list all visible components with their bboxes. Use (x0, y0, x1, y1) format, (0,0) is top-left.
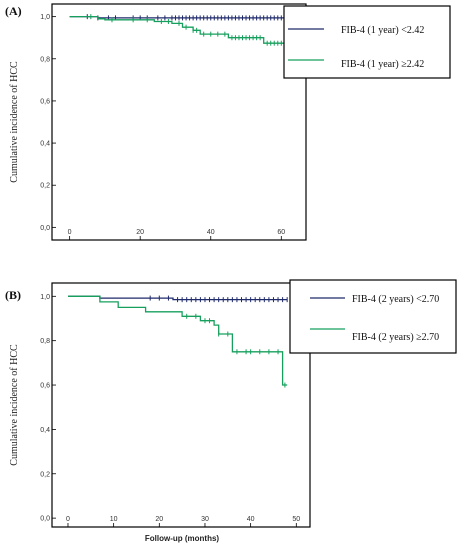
panel-b-legend-label-1: FIB-4 (2 years) <2.70 (352, 294, 439, 305)
y-tick-label: 0,6 (40, 383, 50, 390)
x-tick-label: 0 (68, 229, 72, 236)
panel-a-legend-label-1: FIB-4 (1 year) <2.42 (341, 25, 424, 36)
panel-a-x-ticks: 0 20 40 60 (68, 229, 285, 240)
y-tick-label: 0,6 (40, 98, 50, 105)
panel-b-y-ticks: 0,0 0,2 0,4 0,6 0,8 1,0 (40, 294, 56, 523)
x-tick-label: 40 (247, 516, 255, 523)
panel-b-series-layer (68, 295, 288, 388)
panel-b-legend-box (289, 279, 457, 354)
panel-a-y-axis-label: Cumulative incidence of HCC (9, 61, 20, 183)
x-tick-label: 20 (136, 229, 144, 236)
panel-a-plot-frame (51, 3, 307, 241)
y-tick-label: 0,8 (40, 338, 50, 345)
panel-a: (A) 0,0 0,2 0,4 0,6 0,8 1,0 0 20 40 60 Cumulativ… (5, 3, 451, 241)
y-tick-label: 0,4 (40, 141, 50, 148)
panel-b-plot-frame (51, 282, 311, 528)
panel-b-legend-label-2: FIB-4 (2 years) ≥2.70 (352, 332, 439, 343)
y-tick-label: 0,2 (40, 471, 50, 478)
panel-a-series-layer (69, 14, 291, 46)
x-tick-label: 50 (292, 516, 300, 523)
panel-b-x-axis-label: Follow-up (months) (145, 534, 220, 543)
panel-b: (B) 0,0 0,2 0,4 0,6 0,8 1,0 0 10 20 30 40 50 Cumul… (5, 279, 457, 543)
series-line-2 (68, 295, 288, 386)
panel-b-y-axis-label: Cumulative incidence of HCC (9, 344, 20, 466)
series-line-2 (69, 15, 291, 44)
panel-a-legend-label-2: FIB-4 (1 year) ≥2.42 (341, 59, 424, 70)
panel-b-label: (B) (5, 288, 21, 302)
y-tick-label: 1,0 (40, 14, 50, 21)
panel-a-legend: FIB-4 (1 year) <2.42 FIB-4 (1 year) ≥2.4… (283, 5, 451, 79)
y-tick-label: 1,0 (40, 294, 50, 301)
y-tick-label: 0,2 (40, 183, 50, 190)
x-tick-label: 20 (155, 516, 163, 523)
x-tick-label: 40 (207, 229, 215, 236)
x-tick-label: 30 (201, 516, 209, 523)
x-tick-label: 60 (277, 229, 285, 236)
panel-a-label: (A) (5, 4, 22, 18)
y-tick-label: 0,4 (40, 427, 50, 434)
x-tick-label: 0 (66, 516, 70, 523)
panel-b-x-ticks: 0 10 20 30 40 50 (66, 516, 300, 527)
panel-a-legend-box (283, 5, 451, 79)
panel-b-legend: FIB-4 (2 years) <2.70 FIB-4 (2 years) ≥2… (289, 279, 457, 354)
x-tick-label: 10 (110, 516, 118, 523)
y-tick-label: 0,8 (40, 56, 50, 63)
panel-a-y-ticks: 0,0 0,2 0,4 0,6 0,8 1,0 (40, 14, 56, 232)
y-tick-label: 0,0 (40, 516, 50, 523)
y-tick-label: 0,0 (40, 225, 50, 232)
